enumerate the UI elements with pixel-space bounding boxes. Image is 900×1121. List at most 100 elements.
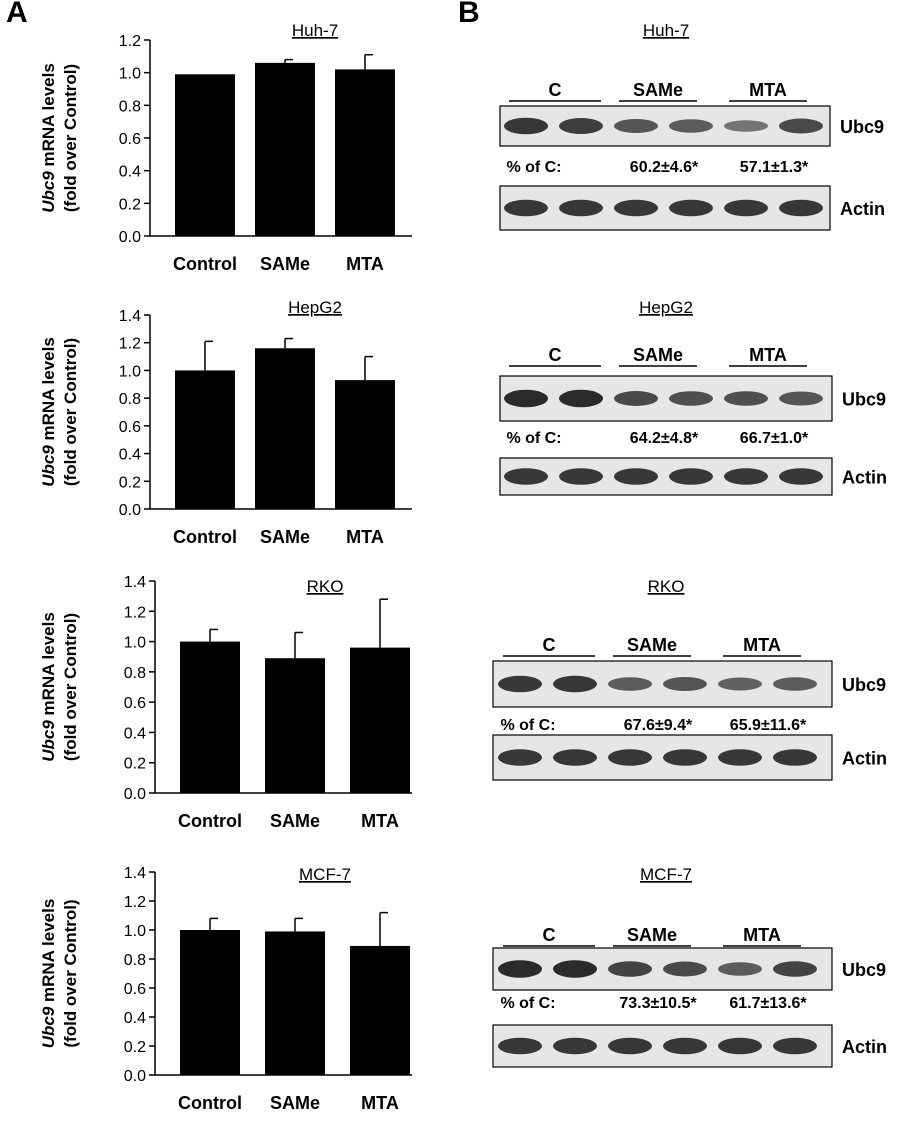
bar-control	[180, 641, 240, 793]
target-protein-label: Ubc9	[842, 390, 886, 410]
western-blot-rko: RKO C SAMe MTA Ubc9 Actin % of C: 67.6±9.4* 65.9…	[492, 577, 887, 781]
lane-group-label: SAMe	[627, 635, 677, 655]
category-label: MTA	[361, 811, 399, 831]
y-tick-label: 0.4	[119, 447, 141, 464]
y-axis-label-line2: (fold over Control)	[61, 899, 80, 1047]
y-tick-label: 1.2	[119, 33, 141, 50]
ubc9-band	[779, 118, 823, 134]
y-tick-label: 0.2	[119, 196, 141, 213]
y-axis-title: Ubc9 mRNA levels (fold over Control)	[39, 612, 80, 762]
panel-label-a: A	[6, 0, 28, 29]
ubc9-strip	[499, 375, 833, 422]
ubc9-band	[614, 391, 658, 406]
bar-control	[175, 74, 235, 236]
y-tick-label: 0.0	[124, 786, 146, 803]
category-label: MTA	[346, 254, 384, 274]
lane-group-label: C	[549, 345, 562, 365]
loading-control-label: Actin	[840, 199, 885, 219]
bar-chart-hepg2: 0.0 0.2 0.4 0.6 0.8 1.0 1.2 1.4 Control SAMe MTA He…	[39, 298, 412, 547]
y-tick-label: 1.4	[124, 865, 146, 882]
loading-control-label: Actin	[842, 749, 887, 769]
y-tick-label: 1.0	[119, 66, 141, 83]
actin-band	[614, 199, 658, 217]
actin-band	[608, 749, 652, 766]
actin-band	[559, 199, 603, 217]
lane-group-label: MTA	[749, 345, 787, 365]
category-label: SAMe	[270, 811, 320, 831]
bar-chart-mcf7: 0.0 0.2 0.4 0.6 0.8 1.0 1.2 1.4 Control SAMe MTA MC…	[39, 865, 412, 1113]
y-tick-label: 0.0	[119, 502, 141, 519]
y-tick-label: 1.4	[124, 574, 146, 591]
y-tick-label: 0.0	[119, 229, 141, 246]
ubc9-band	[553, 960, 597, 978]
actin-band	[718, 1037, 762, 1055]
chart-title: Huh-7	[292, 21, 338, 40]
percent-label: % of C:	[500, 717, 555, 734]
ubc9-band	[553, 675, 597, 693]
actin-band	[608, 1037, 652, 1055]
panel-label-b: B	[458, 0, 480, 29]
ubc9-band	[773, 961, 817, 977]
category-label: Control	[178, 811, 242, 831]
actin-band	[663, 1037, 707, 1055]
category-label: SAMe	[270, 1093, 320, 1113]
blot-title: HepG2	[639, 298, 693, 317]
ubc9-band	[608, 677, 652, 691]
actin-band	[773, 749, 817, 766]
actin-band	[724, 468, 768, 485]
bar-same	[265, 931, 325, 1075]
y-tick-label: 0.0	[124, 1068, 146, 1085]
y-axis-label-line1: Ubc9 mRNA levels	[39, 337, 58, 487]
category-label: MTA	[346, 527, 384, 547]
chart-title: MCF-7	[299, 865, 351, 884]
lane-group-label: C	[543, 635, 556, 655]
y-tick-label: 0.2	[124, 756, 146, 773]
y-axis-label-line2: (fold over Control)	[61, 338, 80, 486]
ubc9-band	[504, 389, 548, 408]
chart-title: HepG2	[288, 298, 342, 317]
ubc9-strip	[499, 105, 831, 147]
lane-group-label: SAMe	[627, 925, 677, 945]
target-protein-label: Ubc9	[840, 117, 884, 137]
lane-group-label: C	[549, 80, 562, 100]
lane-group-label: SAMe	[633, 345, 683, 365]
ubc9-band	[779, 391, 823, 406]
y-tick-label: 1.2	[124, 604, 146, 621]
y-tick-label: 0.8	[124, 952, 146, 969]
y-axis-label-line1: Ubc9 mRNA levels	[39, 899, 58, 1049]
y-axis-title: Ubc9 mRNA levels (fold over Control)	[39, 337, 80, 487]
ubc9-band	[559, 118, 603, 134]
actin-band	[498, 1037, 542, 1055]
lane-group-label: MTA	[749, 80, 787, 100]
y-axis-label-line2: (fold over Control)	[61, 613, 80, 761]
category-label: SAMe	[260, 254, 310, 274]
actin-band	[773, 1037, 817, 1055]
y-axis-title: Ubc9 mRNA levels (fold over Control)	[39, 63, 80, 213]
ubc9-band	[669, 119, 713, 133]
category-label: SAMe	[260, 527, 310, 547]
y-axis-title: Ubc9 mRNA levels (fold over Control)	[39, 899, 80, 1049]
target-protein-label: Ubc9	[842, 960, 886, 980]
lane-group-label: MTA	[743, 925, 781, 945]
y-tick-label: 0.4	[124, 1010, 146, 1027]
y-tick-label: 1.2	[124, 894, 146, 911]
ubc9-band	[498, 960, 542, 978]
ubc9-band	[608, 961, 652, 977]
ubc9-band	[663, 961, 707, 977]
y-tick-label: 0.4	[124, 725, 146, 742]
actin-band	[553, 749, 597, 766]
y-tick-label: 0.8	[124, 665, 146, 682]
ubc9-band	[669, 391, 713, 406]
loading-control-label: Actin	[842, 468, 887, 488]
y-tick-label: 0.4	[119, 164, 141, 181]
actin-band	[614, 468, 658, 485]
y-axis-label-line2: (fold over Control)	[61, 64, 80, 212]
percent-mta: 57.1±1.3*	[740, 159, 809, 176]
y-tick-label: 0.8	[119, 98, 141, 115]
y-tick-label: 0.8	[119, 391, 141, 408]
ubc9-band	[663, 677, 707, 691]
actin-band	[718, 749, 762, 766]
actin-band	[669, 468, 713, 485]
ubc9-band	[498, 675, 542, 693]
actin-strip	[499, 185, 831, 231]
